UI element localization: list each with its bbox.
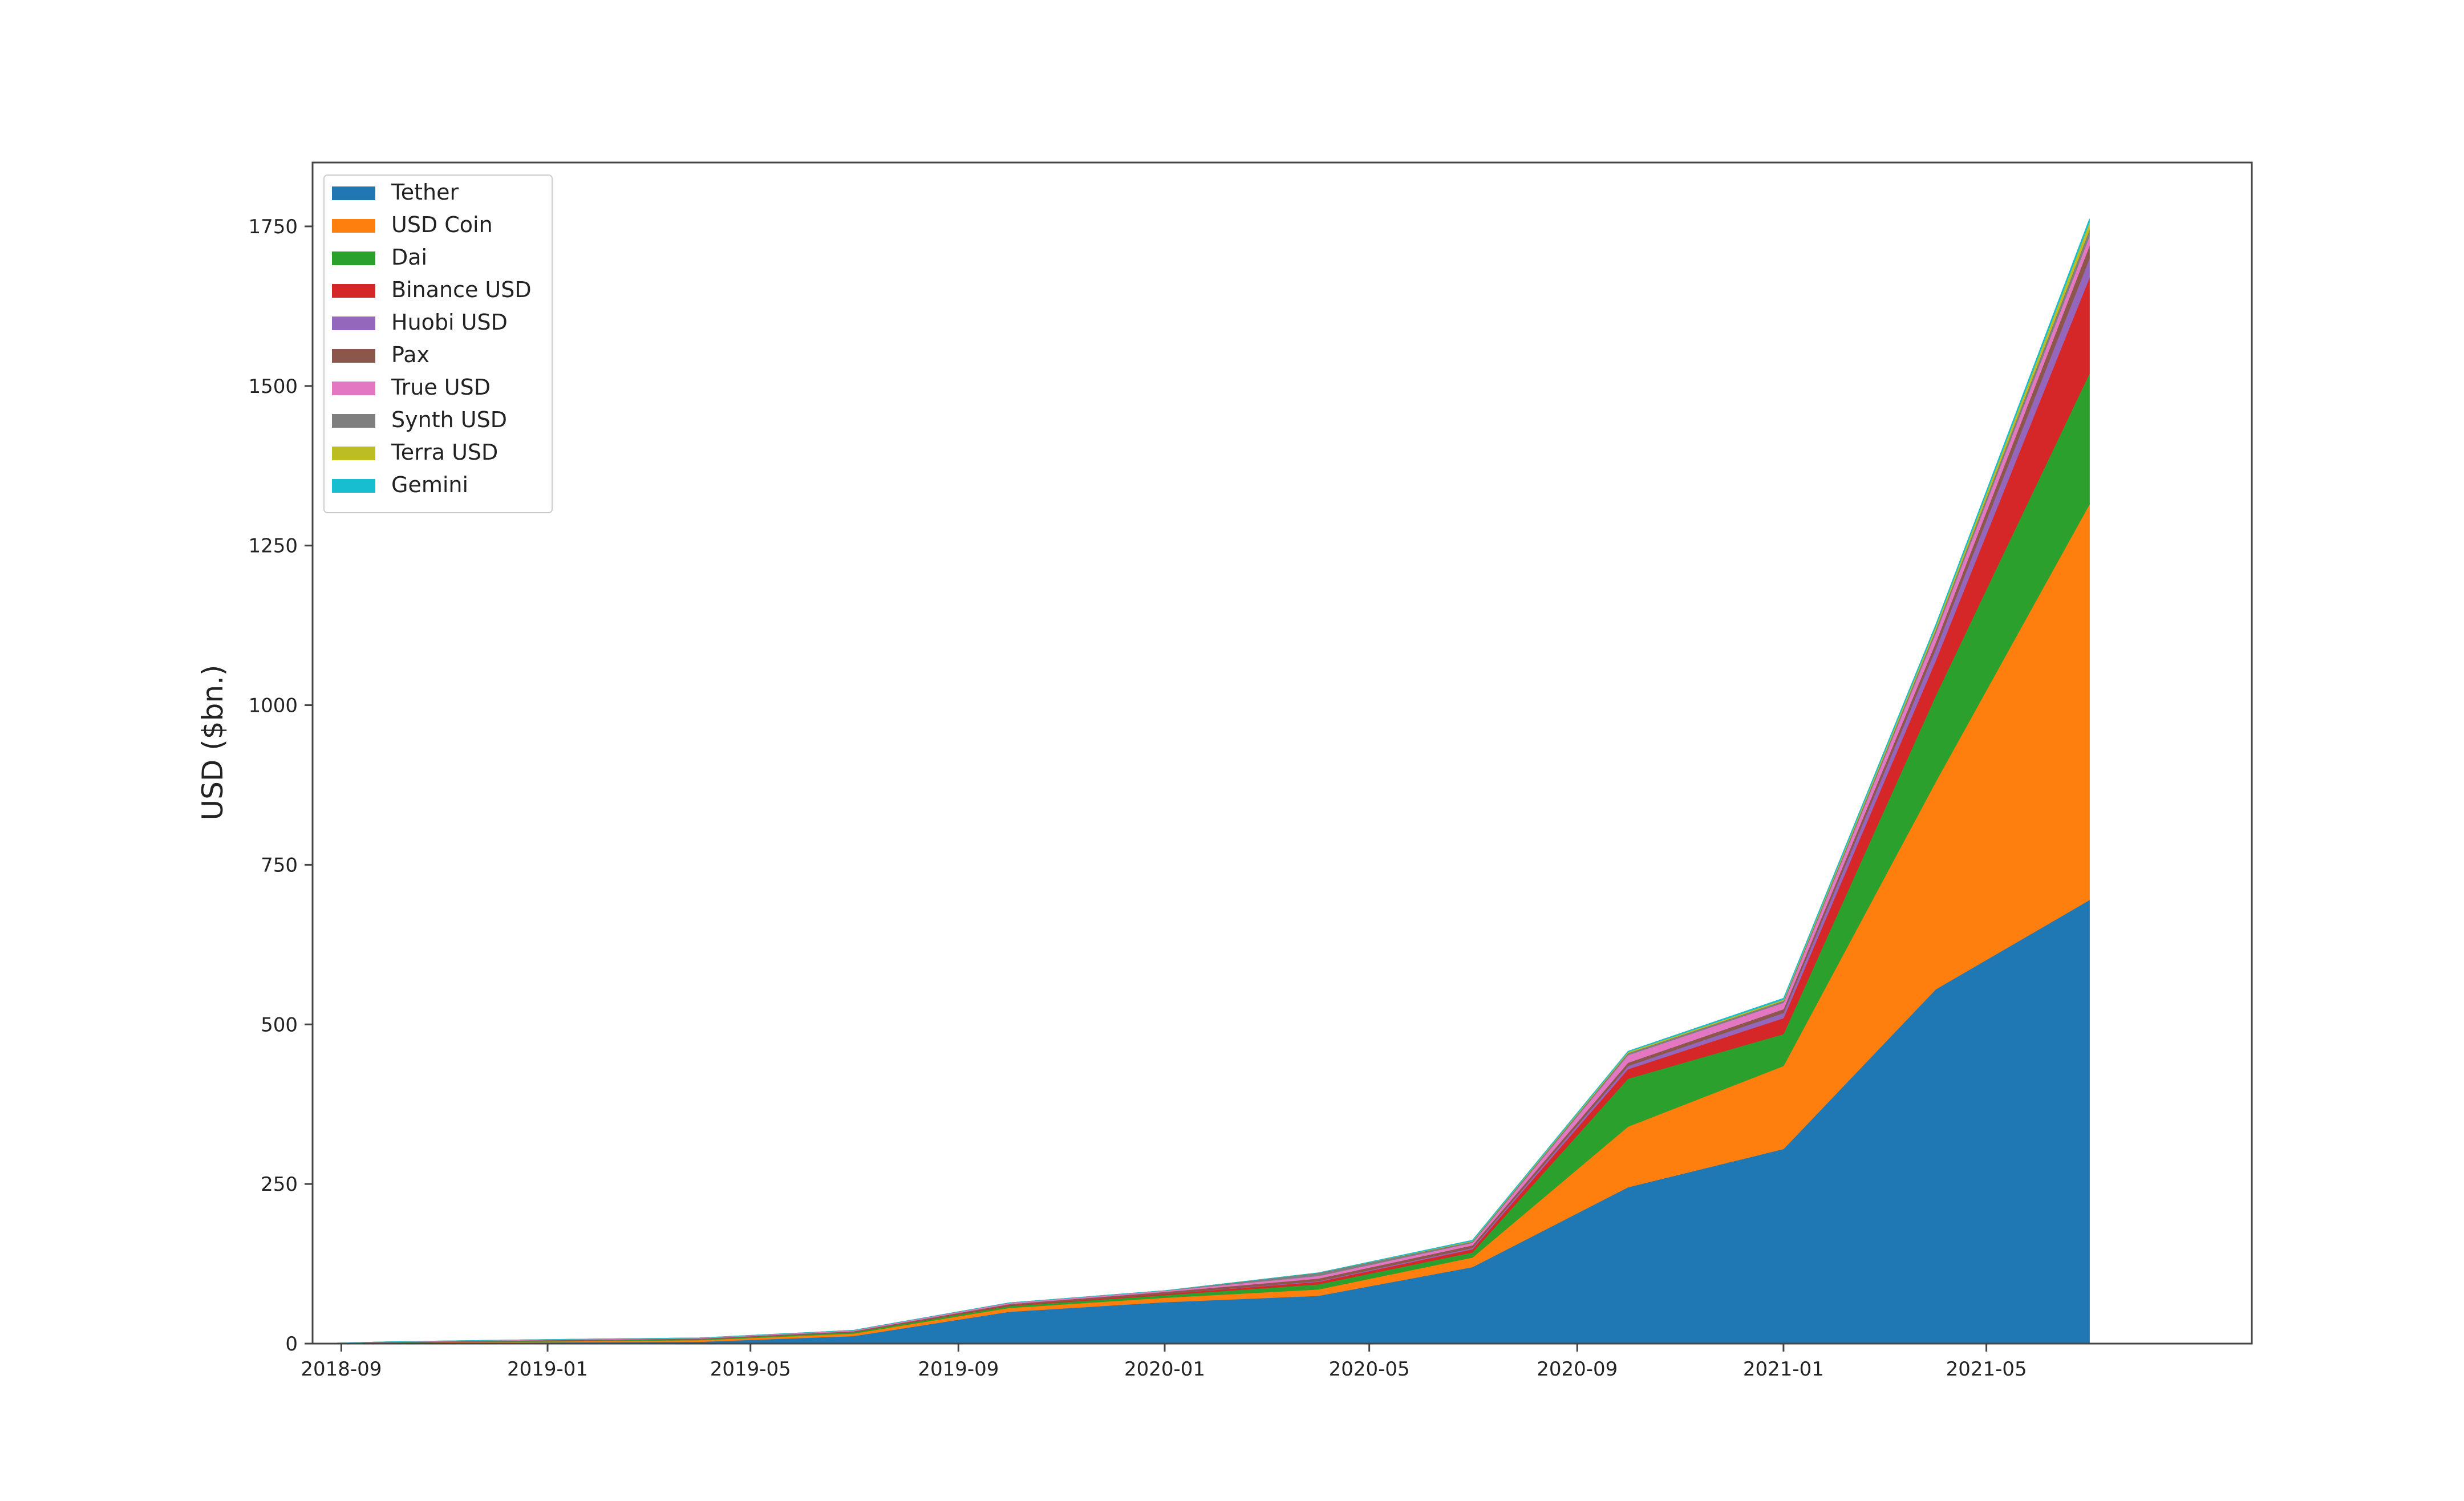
x-tick-label: 2019-05 [710, 1358, 791, 1381]
legend-label-pax: Pax [391, 342, 429, 367]
y-tick-label: 1500 [248, 375, 298, 398]
legend-box [323, 175, 553, 513]
x-tick-label: 2020-05 [1329, 1358, 1410, 1381]
x-tick-label: 2020-01 [1124, 1358, 1205, 1381]
x-tick-label: 2021-01 [1743, 1358, 1824, 1381]
x-tick-label: 2018-09 [301, 1358, 382, 1381]
axes-layer: 0 250 500 750 1000 1250 1500 1750 2018-09 2019-01… [248, 161, 2253, 1381]
legend-swatch-usd-coin [332, 219, 375, 233]
legend-label-huobi-usd: Huobi USD [391, 310, 508, 335]
legend-label-binance-usd: Binance USD [391, 277, 532, 302]
x-tick-label: 2019-09 [918, 1358, 999, 1381]
legend-swatch-tether [332, 186, 375, 200]
plot-frame [311, 161, 2253, 1345]
x-tick-label: 2019-01 [507, 1358, 588, 1381]
legend-swatch-binance-usd [332, 284, 375, 298]
legend-swatch-huobi-usd [332, 317, 375, 330]
y-tick-label: 250 [261, 1173, 298, 1196]
y-tick-label: 0 [285, 1333, 298, 1356]
legend-label-tether: Tether [391, 180, 459, 205]
legend: Tether USD Coin Dai Binance USD Huobi USD Pax… [323, 175, 553, 513]
legend-label-true-usd: True USD [391, 375, 491, 400]
legend-label-dai: Dai [391, 245, 427, 270]
y-tick-label: 1750 [248, 216, 298, 238]
y-tick-label: 1250 [248, 535, 298, 558]
area-series-layer [312, 218, 2090, 1344]
legend-swatch-terra-usd [332, 447, 375, 460]
legend-swatch-true-usd [332, 382, 375, 395]
y-axis-title: USD ($bn.) [196, 665, 229, 821]
legend-label-gemini: Gemini [391, 472, 468, 497]
legend-label-usd-coin: USD Coin [391, 212, 493, 237]
legend-swatch-gemini [332, 479, 375, 493]
y-tick-label: 1000 [248, 695, 298, 717]
x-tick-label: 2021-05 [1946, 1358, 2027, 1381]
y-tick-label: 750 [261, 854, 298, 877]
legend-label-synth-usd: Synth USD [391, 407, 507, 432]
legend-label-terra-usd: Terra USD [391, 440, 498, 465]
legend-swatch-dai [332, 251, 375, 265]
area-series-gemini [312, 218, 2090, 1344]
legend-swatch-synth-usd [332, 414, 375, 428]
y-tick-label: 500 [261, 1013, 298, 1036]
x-tick-label: 2020-09 [1537, 1358, 1618, 1381]
legend-swatch-pax [332, 349, 375, 363]
